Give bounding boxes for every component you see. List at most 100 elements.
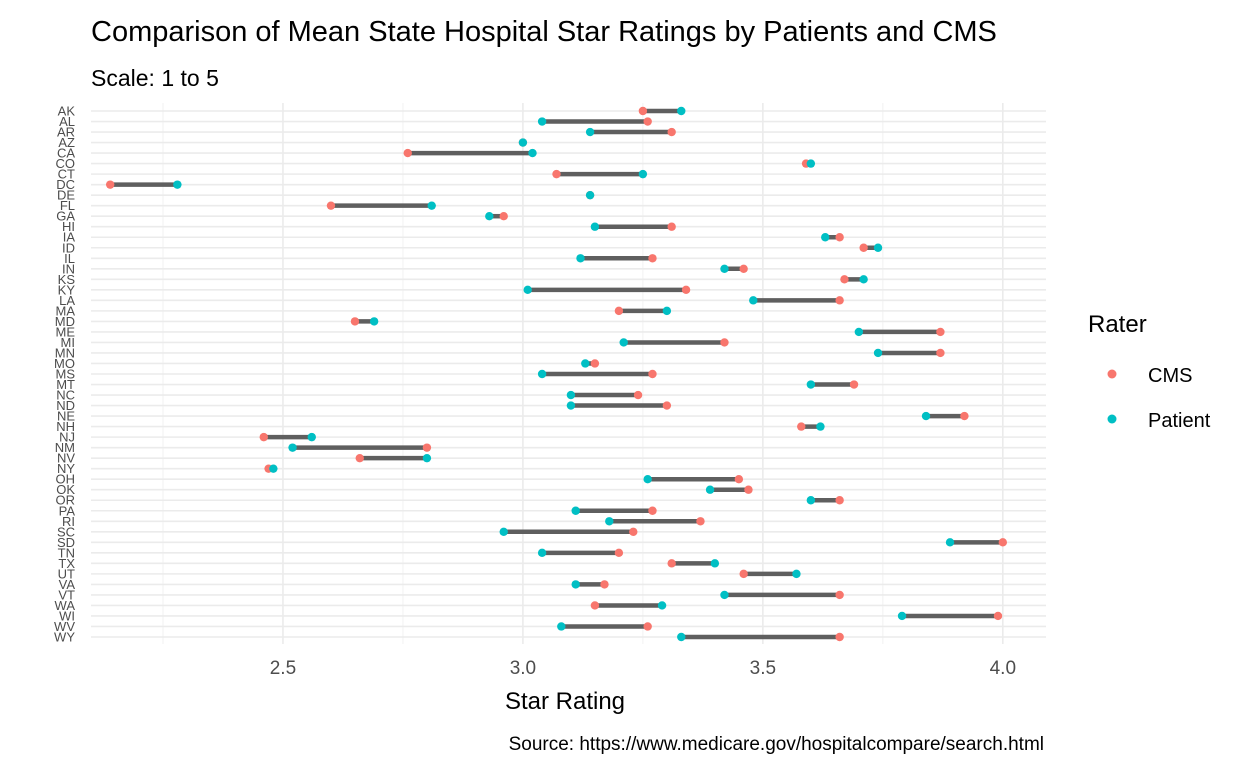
patient-point-NY <box>269 464 278 473</box>
point-layer <box>105 106 1008 642</box>
legend-title: Rater <box>1088 311 1147 338</box>
cms-point-WV <box>643 622 652 631</box>
y-tick-label-HI: HI <box>62 219 75 234</box>
x-tick-label: 4.0 <box>990 658 1016 679</box>
patient-point-NJ <box>307 432 316 442</box>
legend: Rater CMS Patient <box>1088 311 1211 432</box>
legend-cms-swatch <box>1107 369 1117 379</box>
y-tick-label-CT: CT <box>58 167 75 182</box>
chart-title: Comparison of Mean State Hospital Star R… <box>91 16 997 48</box>
patient-point-DC <box>173 180 182 189</box>
x-tick-labels: 2.5 3.0 3.5 4.0 <box>270 658 1016 679</box>
y-tick-label-IN: IN <box>62 261 75 276</box>
cms-point-OH <box>734 475 744 484</box>
cms-point-NJ <box>259 432 268 442</box>
cms-point-MA <box>614 306 624 316</box>
patient-point-AK <box>677 106 686 116</box>
cms-point-HI <box>667 222 676 231</box>
patient-point-NM <box>288 443 297 452</box>
cms-point-MD <box>350 317 360 326</box>
cms-point-RI <box>696 517 705 526</box>
cms-point-VT <box>835 590 844 600</box>
segment-layer <box>110 108 1003 640</box>
cms-point-MO <box>590 359 600 368</box>
y-tick-label-CA: CA <box>57 146 75 161</box>
patient-point-CO <box>806 159 816 168</box>
patient-point-CT <box>638 169 648 179</box>
patient-point-MI <box>619 338 628 347</box>
cms-point-ME <box>936 327 945 337</box>
y-tick-label-NM: NM <box>55 440 75 455</box>
y-tick-label-IA: IA <box>63 230 76 245</box>
y-tick-label-MD: MD <box>55 314 75 329</box>
patient-point-NH <box>816 422 825 431</box>
patient-point-SC <box>499 527 508 536</box>
y-tick-label-MT: MT <box>56 377 75 392</box>
grid-layer <box>91 103 1046 644</box>
patient-point-FL <box>427 201 436 210</box>
y-tick-label-WI: WI <box>59 608 75 623</box>
y-tick-label-AK: AK <box>58 104 76 119</box>
y-tick-label-UT: UT <box>58 566 75 581</box>
y-tick-label-ME: ME <box>56 324 76 339</box>
cms-point-TN <box>614 548 624 558</box>
patient-point-KY <box>523 285 532 295</box>
patient-point-MA <box>662 306 672 316</box>
y-tick-label-AL: AL <box>59 114 75 129</box>
cms-point-IL <box>648 254 657 263</box>
patient-point-MN <box>873 348 883 358</box>
y-tick-label-NY: NY <box>57 461 75 476</box>
cms-point-IN <box>739 264 748 273</box>
y-tick-label-WY: WY <box>54 630 75 645</box>
y-tick-label-TN: TN <box>58 545 75 560</box>
patient-point-UT <box>792 569 801 579</box>
patient-point-OH <box>643 475 652 484</box>
y-tick-label-VA: VA <box>59 577 76 592</box>
cms-point-DC <box>105 180 115 189</box>
patient-point-WV <box>557 622 566 631</box>
cms-point-AK <box>638 106 648 116</box>
y-tick-label-TX: TX <box>58 556 75 571</box>
cms-point-LA <box>835 296 844 305</box>
patient-point-GA <box>485 212 494 221</box>
y-tick-label-MS: MS <box>56 367 76 382</box>
patient-point-OR <box>806 496 816 505</box>
y-tick-label-MO: MO <box>54 356 75 371</box>
cms-point-AR <box>667 127 676 137</box>
cms-point-SC <box>629 527 638 536</box>
y-tick-label-VT: VT <box>58 587 75 602</box>
cms-point-NV <box>355 453 364 463</box>
patient-point-ME <box>854 327 864 337</box>
chart-caption: Source: https://www.medicare.gov/hospita… <box>509 734 1044 755</box>
y-tick-label-NE: NE <box>57 409 75 424</box>
y-tick-label-FL: FL <box>60 198 75 213</box>
y-tick-label-WA: WA <box>55 598 76 613</box>
y-tick-label-AZ: AZ <box>58 135 75 150</box>
patient-point-NE <box>921 411 931 421</box>
patient-point-AR <box>585 127 595 137</box>
cms-point-MI <box>720 338 729 347</box>
patient-point-NC <box>566 390 576 400</box>
x-tick-label: 3.0 <box>510 658 536 679</box>
patient-point-NV <box>422 453 432 463</box>
y-tick-label-WV: WV <box>54 619 75 634</box>
cms-point-OK <box>744 485 753 494</box>
y-tick-label-NJ: NJ <box>59 430 75 445</box>
cms-point-PA <box>648 506 657 515</box>
cms-point-VA <box>600 580 609 589</box>
cms-point-WA <box>590 601 600 610</box>
cms-point-MS <box>648 369 657 379</box>
cms-point-KS <box>840 275 849 284</box>
cms-point-MN <box>936 348 945 358</box>
patient-point-MD <box>369 317 379 326</box>
y-tick-label-RI: RI <box>62 514 75 529</box>
y-tick-label-SC: SC <box>57 524 75 539</box>
patient-point-PA <box>571 506 580 515</box>
y-tick-label-MN: MN <box>55 345 75 360</box>
y-tick-label-KS: KS <box>58 272 76 287</box>
patient-point-ND <box>566 401 576 410</box>
patient-point-WA <box>657 601 667 610</box>
y-tick-label-DE: DE <box>57 188 75 203</box>
y-tick-label-NC: NC <box>56 388 75 403</box>
